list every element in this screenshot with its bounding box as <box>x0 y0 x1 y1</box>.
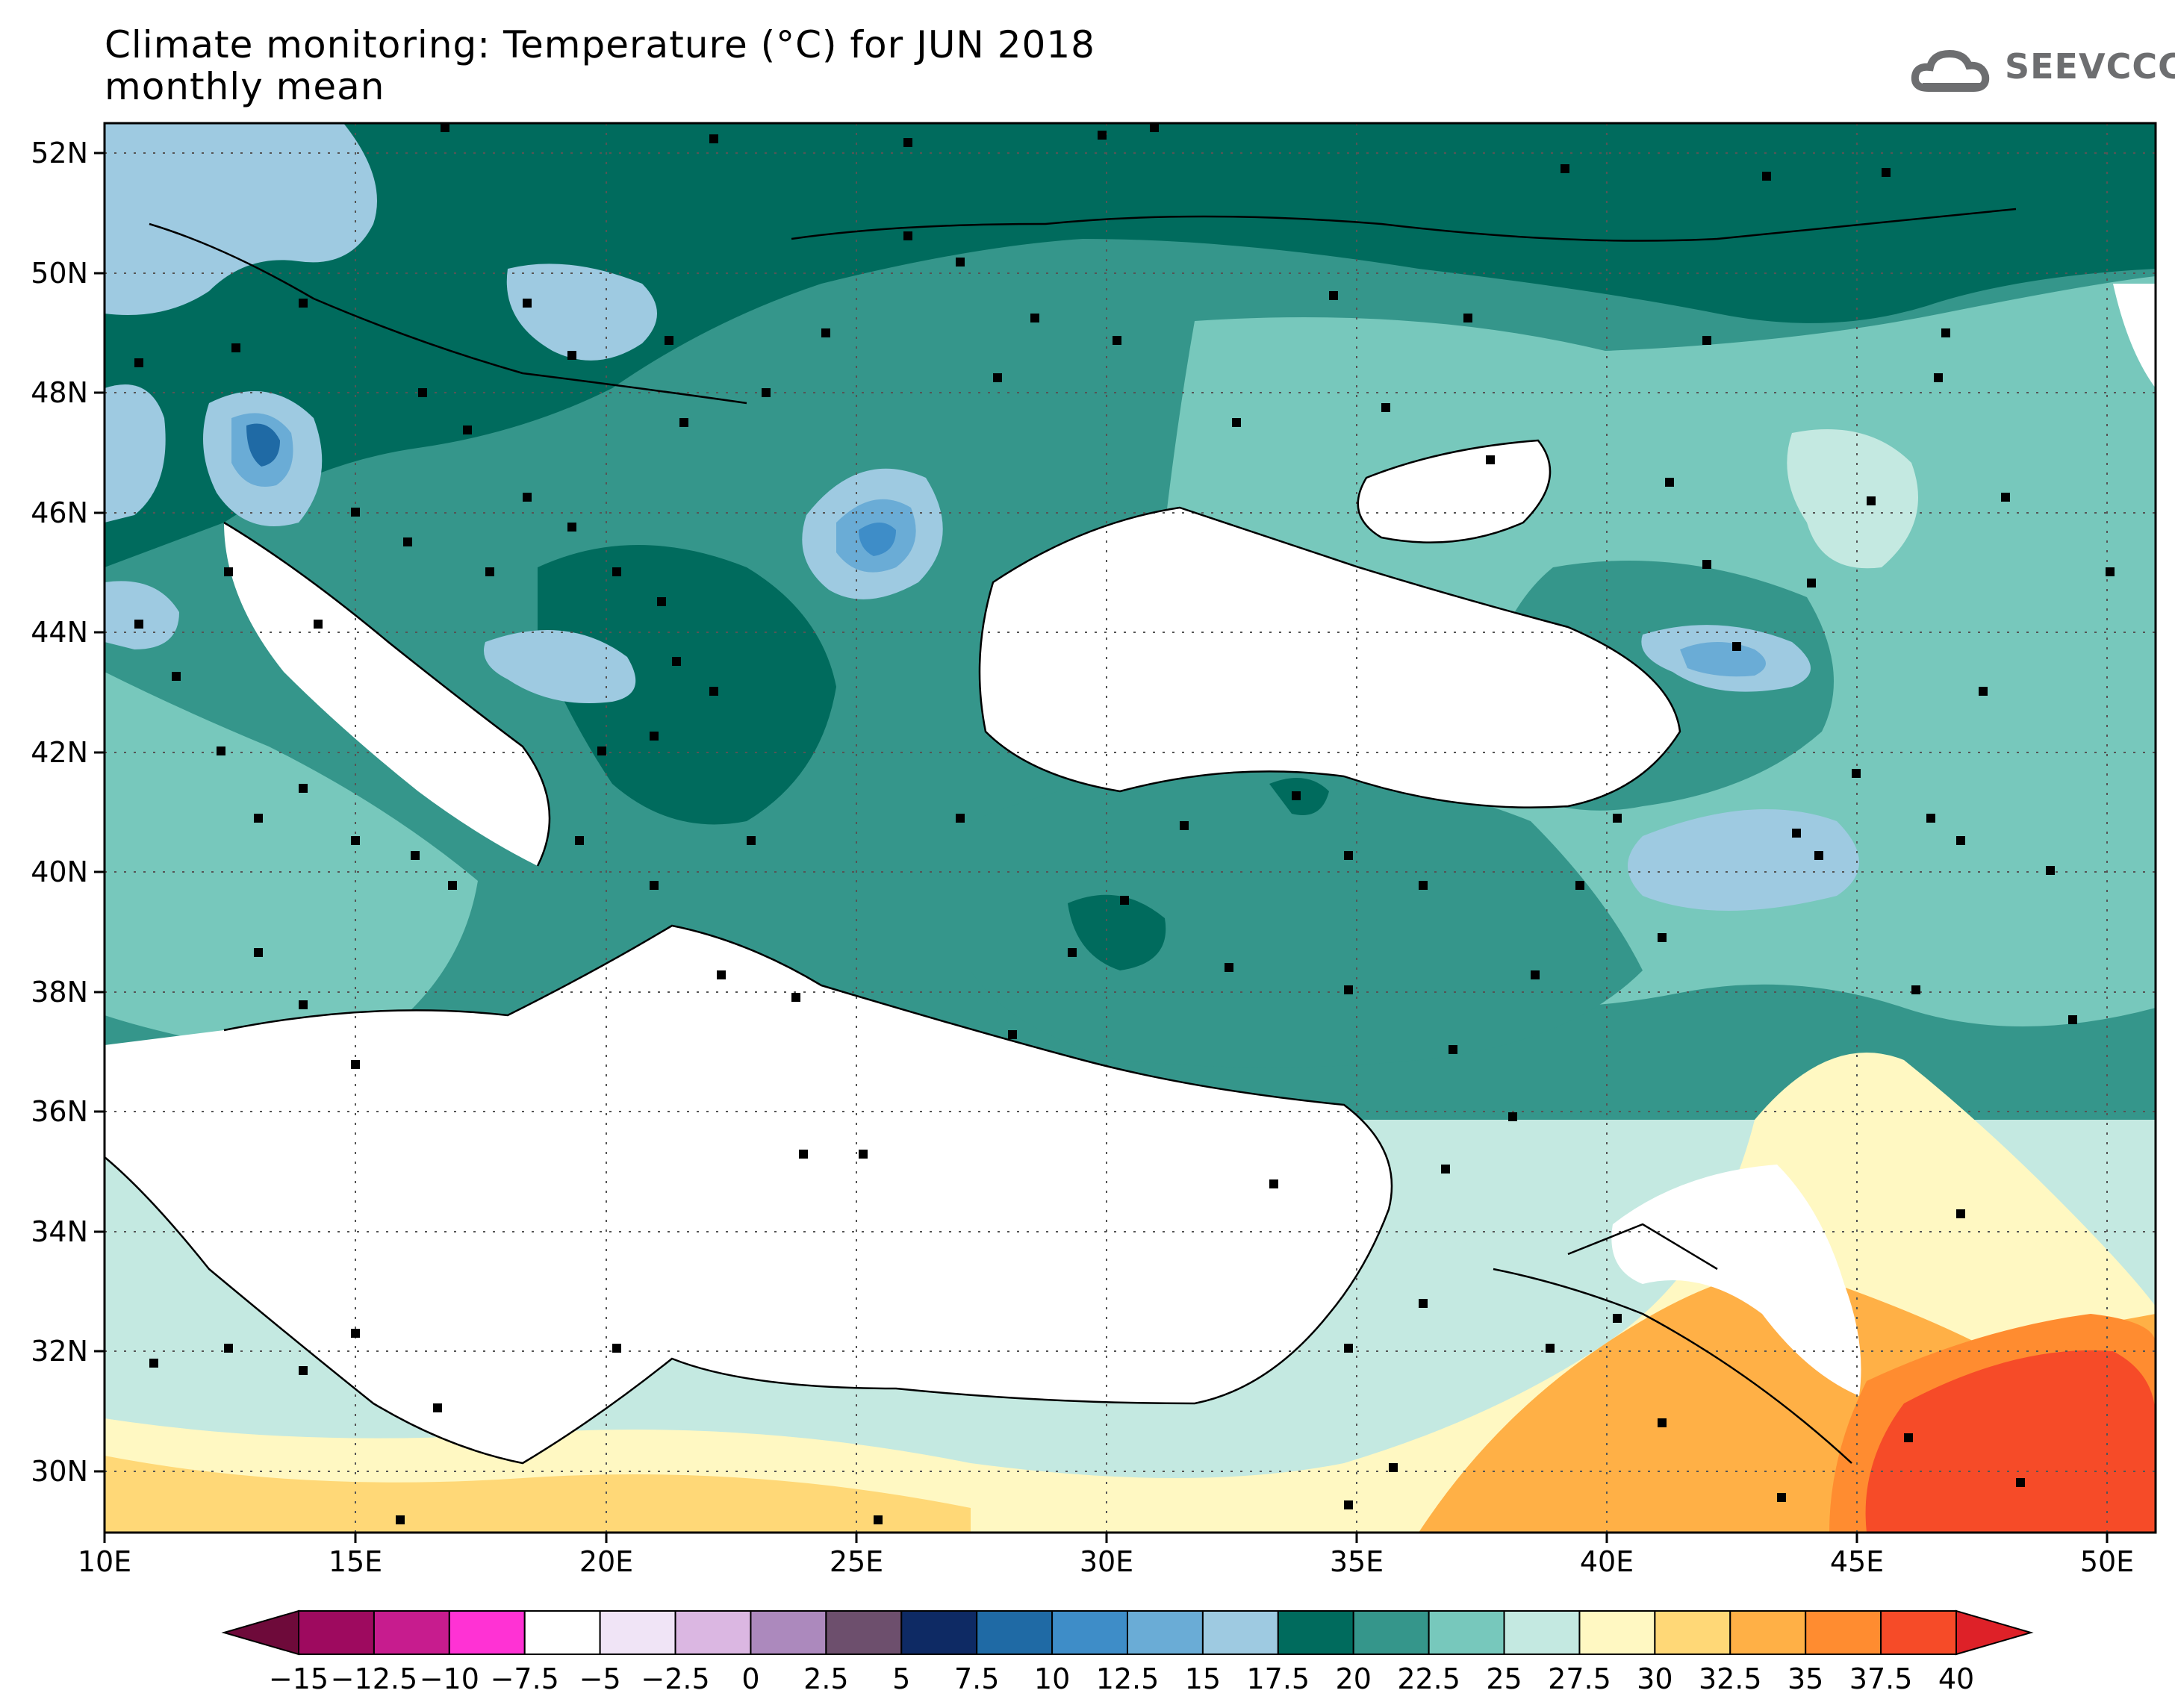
lon-label: 25E <box>830 1545 883 1578</box>
colorbar-label: 10 <box>1034 1662 1070 1695</box>
title-line-1: Climate monitoring: Temperature (°C) for… <box>105 23 1095 66</box>
lon-label: 45E <box>1830 1545 1884 1578</box>
colorbar-label: 2.5 <box>803 1662 848 1695</box>
colorbar-label: −15 <box>269 1662 329 1695</box>
colorbar-swatch <box>523 1610 601 1655</box>
colorbar-label: 40 <box>1938 1662 1974 1695</box>
colorbar-label: 5 <box>892 1662 910 1695</box>
lat-label: 36N <box>31 1095 88 1128</box>
colorbar-label: 0 <box>741 1662 759 1695</box>
lat-label: 32N <box>31 1335 88 1368</box>
colorbar-label: 25 <box>1486 1662 1522 1695</box>
colorbar-swatch <box>1201 1610 1279 1655</box>
colorbar-swatch <box>599 1610 676 1655</box>
colorbar-label: −10 <box>420 1662 479 1695</box>
colorbar-label: 35 <box>1787 1662 1823 1695</box>
colorbar-label: 30 <box>1637 1662 1673 1695</box>
lon-label: 35E <box>1330 1545 1384 1578</box>
colorbar-label: −12.5 <box>331 1662 417 1695</box>
colorbar-swatch <box>825 1610 903 1655</box>
lon-label: 50E <box>2080 1545 2134 1578</box>
lon-label: 15E <box>329 1545 382 1578</box>
colorbar-label: 12.5 <box>1096 1662 1160 1695</box>
colorbar-swatch <box>1729 1610 1807 1655</box>
colorbar-label: 15 <box>1185 1662 1221 1695</box>
colorbar-label: 22.5 <box>1397 1662 1460 1695</box>
colorbar: −15 −12.5 −10 −7.5 −5 −2.5 0 2.5 5 7.5 10 12.5 15 17.… <box>221 1609 2034 1695</box>
colorbar-label: −5 <box>579 1662 621 1695</box>
title-line-2: monthly mean <box>105 65 385 108</box>
lat-label: 50N <box>31 257 88 290</box>
colorbar-label: 20 <box>1336 1662 1372 1695</box>
colorbar-label: 37.5 <box>1849 1662 1913 1695</box>
lat-label: 34N <box>31 1215 88 1248</box>
colorbar-swatch <box>448 1610 526 1655</box>
colorbar-swatch <box>900 1610 978 1655</box>
colorbar-swatch <box>750 1610 827 1655</box>
colorbar-swatch <box>1352 1610 1430 1655</box>
colorbar-swatch <box>1127 1610 1204 1655</box>
colorbar-over-arrow <box>1955 1609 2034 1656</box>
lon-label: 40E <box>1580 1545 1634 1578</box>
colorbar-label: 27.5 <box>1548 1662 1611 1695</box>
map-frame <box>103 122 2157 1534</box>
colorbar-swatch <box>1051 1610 1129 1655</box>
colorbar-label: −7.5 <box>491 1662 559 1695</box>
station-markers <box>134 123 2115 1524</box>
cloud-icon <box>1911 49 1990 92</box>
lat-label: 40N <box>31 855 88 888</box>
colorbar-swatch <box>1503 1610 1581 1655</box>
lon-label: 10E <box>78 1545 131 1578</box>
colorbar-swatch <box>976 1610 1054 1655</box>
colorbar-label: −2.5 <box>641 1662 709 1695</box>
colorbar-swatch <box>1277 1610 1354 1655</box>
colorbar-swatch <box>1880 1610 1957 1655</box>
colorbar-label: 7.5 <box>954 1662 999 1695</box>
lat-label: 42N <box>31 736 88 769</box>
graticule <box>105 123 2156 1533</box>
colorbar-swatch <box>674 1610 752 1655</box>
lat-label: 30N <box>31 1455 88 1488</box>
map-fields <box>105 123 2156 1533</box>
colorbar-under-arrow <box>221 1609 299 1656</box>
colorbar-swatch <box>1805 1610 1882 1655</box>
colorbar-swatch <box>1654 1610 1731 1655</box>
longitude-labels: 10E 15E 20E 25E 30E 35E 40E 45E 50E <box>78 1545 2134 1578</box>
lat-label: 38N <box>31 976 88 1009</box>
latitude-labels: 52N 50N 48N 46N 44N 42N 40N 38N 36N 34N … <box>31 137 88 1488</box>
colorbar-swatch <box>1428 1610 1505 1655</box>
lat-label: 52N <box>31 137 88 169</box>
lon-label: 20E <box>579 1545 633 1578</box>
colorbar-swatch <box>1578 1610 1656 1655</box>
lon-label: 30E <box>1080 1545 1133 1578</box>
axis-ticks <box>94 152 2109 1543</box>
lat-label: 46N <box>31 496 88 529</box>
colorbar-label: 32.5 <box>1699 1662 1762 1695</box>
chart-title: Climate monitoring: Temperature (°C) for… <box>105 24 1095 107</box>
logo-text: SEEVCCC <box>2005 46 2175 87</box>
colorbar-swatch <box>298 1610 375 1655</box>
colorbar-label: 17.5 <box>1247 1662 1310 1695</box>
coastlines <box>104 208 2017 1465</box>
lat-label: 44N <box>31 616 88 649</box>
lat-label: 48N <box>31 376 88 409</box>
colorbar-swatch <box>373 1610 450 1655</box>
